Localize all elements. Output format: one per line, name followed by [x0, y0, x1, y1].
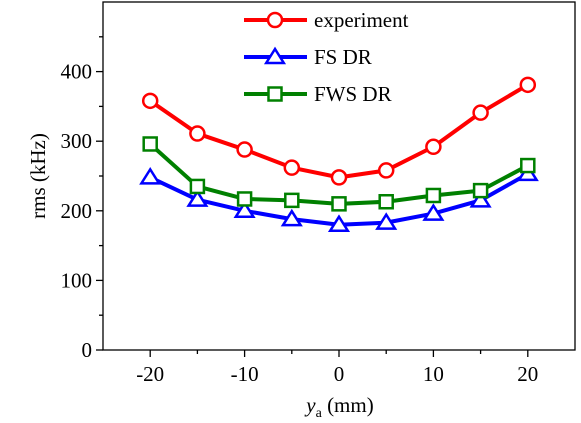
legend-label: experiment — [314, 8, 409, 32]
data-point — [378, 194, 394, 210]
legend-label: FS DR — [314, 45, 372, 69]
x-axis-label: ya (mm) — [304, 393, 373, 421]
data-point — [284, 192, 300, 209]
series-triangle — [139, 163, 539, 232]
y-tick-label: 200 — [61, 199, 93, 223]
data-point — [377, 162, 395, 179]
data-point — [233, 200, 256, 219]
data-point — [142, 136, 158, 152]
x-tick-label: 10 — [423, 362, 444, 386]
data-point — [186, 189, 209, 207]
data-point — [327, 214, 351, 232]
x-axis-label-subscript: a — [316, 406, 323, 421]
x-tick-label: -20 — [136, 362, 164, 386]
data-point — [139, 167, 162, 185]
y-tick-label: 400 — [61, 60, 93, 84]
data-point — [236, 141, 253, 158]
data-point — [425, 138, 442, 156]
series-circle — [141, 76, 537, 186]
y-tick-label: 0 — [82, 338, 93, 362]
series-square — [142, 136, 536, 212]
legend-marker — [266, 11, 284, 29]
data-point — [330, 169, 348, 186]
x-axis-label-variable: y — [304, 393, 316, 417]
legend-marker — [267, 86, 283, 102]
data-point — [472, 182, 489, 199]
data-point — [422, 203, 445, 221]
data-point — [283, 159, 301, 176]
data-point — [519, 76, 537, 94]
y-tick-label: 100 — [61, 268, 93, 292]
data-point — [189, 178, 206, 195]
legend-item: experiment — [244, 8, 409, 32]
data-point — [236, 191, 253, 207]
x-tick-label: 20 — [517, 362, 538, 386]
y-axis-label: rms (kHz) — [26, 133, 50, 219]
data-point — [189, 125, 206, 142]
series-layer — [139, 76, 539, 232]
legend-marker — [263, 46, 287, 65]
x-axis-label-unit: (mm) — [322, 393, 374, 417]
x-tick-label: 0 — [334, 362, 345, 386]
data-point — [469, 190, 492, 208]
data-point — [280, 208, 303, 227]
data-point — [520, 157, 536, 174]
data-point — [472, 104, 489, 121]
data-point — [375, 212, 398, 230]
data-point — [425, 187, 442, 204]
legend: experiment FS DR FWS DR — [244, 8, 409, 106]
legend-item: FS DR — [244, 45, 372, 69]
legend-label: FWS DR — [314, 82, 392, 106]
legend-item: FWS DR — [244, 82, 392, 106]
y-tick-label: 300 — [61, 129, 93, 153]
data-point — [141, 92, 159, 110]
x-tick-label: -10 — [231, 362, 259, 386]
data-point — [331, 196, 347, 212]
